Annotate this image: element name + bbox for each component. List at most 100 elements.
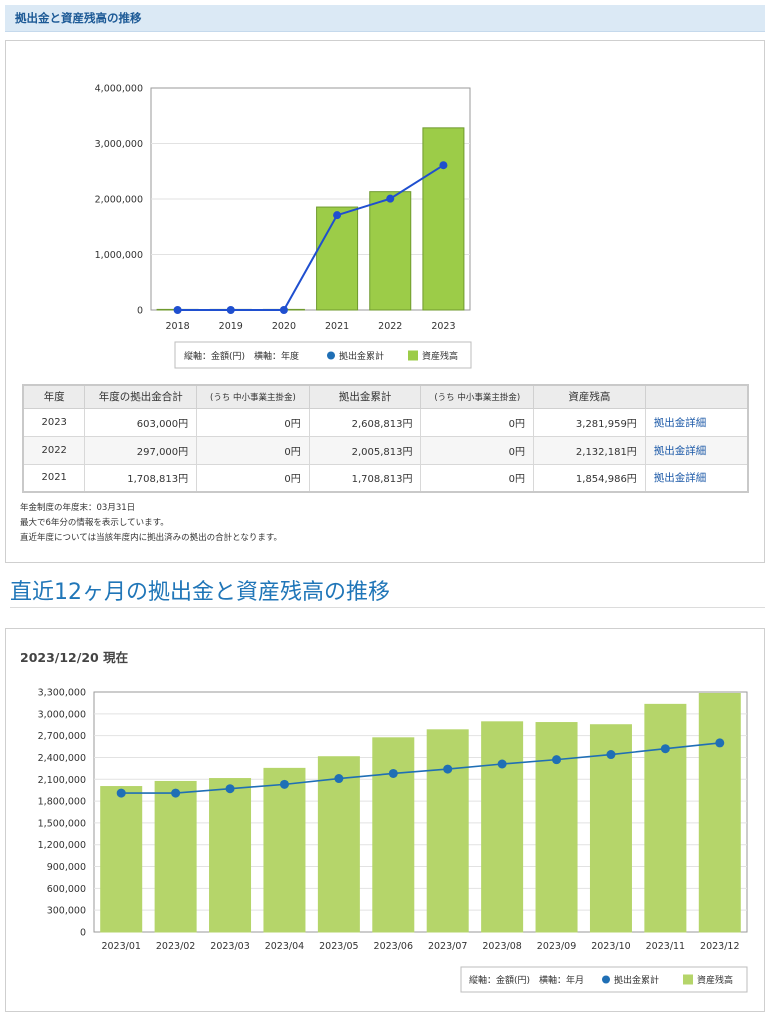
contribution-point [173, 306, 182, 314]
contribution-point [660, 744, 670, 754]
balance-bar [644, 703, 687, 933]
y-tick-label: 2,700,000 [38, 731, 86, 742]
contribution-point [497, 759, 507, 769]
x-tick-label: 2023/06 [374, 941, 413, 952]
balance-bar [426, 729, 469, 933]
x-tick-label: 2020 [272, 321, 296, 332]
y-tick-label: 0 [80, 928, 86, 939]
y-tick-label: 600,000 [47, 884, 86, 895]
cell-cumulative: 2,005,813円 [308, 435, 422, 465]
contribution-point [715, 738, 725, 748]
monthly-legend: 縦軸：金額(円) 横軸：年月 拠出金累計 資産残高 [460, 966, 748, 993]
y-tick-label: 3,300,000 [38, 688, 86, 699]
balance-bar [369, 191, 412, 311]
monthly-chart: 3,300,000 3,000,000 2,700,000 2,400,000 2,10… [38, 688, 748, 993]
balance-bar [698, 692, 741, 933]
contribution-point [116, 788, 126, 798]
cell-employer-annual: 0円 [196, 407, 310, 437]
cell-balance: 3,281,959円 [533, 407, 646, 437]
x-tick-label: 2023/07 [428, 941, 467, 952]
cell-employer-cumulative: 0円 [420, 463, 535, 493]
y-tick-label: 2,100,000 [38, 775, 86, 786]
y-tick-label: 1,200,000 [38, 840, 86, 851]
x-tick-label: 2023/10 [591, 941, 630, 952]
x-tick-label: 2023 [431, 321, 455, 332]
cell-annual: 603,000円 [84, 407, 198, 437]
contribution-detail-link-2021[interactable]: 拠出金詳細 [653, 472, 707, 485]
cell-year: 2022 [22, 435, 86, 465]
legend-line-marker-icon [602, 975, 610, 984]
contribution-point [279, 306, 288, 314]
col-annual: 年度の拠出金合計 [84, 384, 198, 409]
legend-line-label: 拠出金累計 [614, 974, 659, 986]
notes: 年金制度の年度末：03月31日 最大で6年分の情報を表示しています。 直近年度に… [20, 501, 282, 546]
contribution-point [552, 755, 562, 765]
note-current-year: 直近年度については当該年度内に拠出済みの拠出の合計となります。 [20, 533, 282, 543]
x-tick-label: 2023/08 [482, 941, 521, 952]
contribution-detail-link-2023[interactable]: 拠出金詳細 [653, 416, 707, 429]
y-tick-label: 1,800,000 [38, 797, 86, 808]
contribution-line [121, 742, 720, 794]
cell-balance: 2,132,181円 [533, 435, 646, 465]
y-tick-label: 2,400,000 [38, 753, 86, 764]
cell-employer-cumulative: 0円 [420, 435, 535, 465]
balance-bar [209, 778, 252, 933]
table-row: 2022 297,000円 0円 2,005,813円 0円 2,132,181… [22, 435, 749, 465]
monthly-panel: 2023/12/20 現在 3,300,000 3,000,000 2,700,00… [5, 628, 765, 1012]
table-row: 2023 603,000円 0円 2,608,813円 0円 3,281,959… [22, 407, 749, 437]
x-tick-label: 2023/05 [319, 941, 358, 952]
section-title: 拠出金と資産残高の推移 [15, 11, 142, 25]
x-tick-label: 2023/02 [156, 941, 195, 952]
legend-axis-note: 縦軸：金額(円) 横軸：年月 [469, 974, 584, 986]
x-tick-label: 2023/12 [700, 941, 739, 952]
balance-bar [100, 786, 143, 933]
contribution-point [225, 784, 235, 794]
y-tick-label: 2,000,000 [95, 195, 143, 206]
legend-bar-swatch-icon [683, 974, 693, 985]
col-cumulative: 拠出金累計 [308, 384, 422, 409]
legend-line-label: 拠出金累計 [339, 350, 384, 362]
cell-employer-annual: 0円 [196, 463, 310, 493]
balance-bar [589, 724, 632, 933]
legend-bar-label: 資産残高 [422, 350, 458, 362]
legend-bar-label: 資産残高 [697, 974, 733, 986]
plot-area [93, 691, 748, 933]
contribution-point [386, 194, 395, 203]
cell-annual: 1,708,813円 [84, 463, 198, 493]
cell-year: 2023 [22, 407, 86, 437]
monthly-section-title: 直近12ヶ月の拠出金と資産残高の推移 [10, 574, 765, 608]
contribution-point [334, 774, 344, 784]
contribution-point [226, 306, 235, 314]
cell-employer-cumulative: 0円 [420, 407, 535, 437]
x-tick-label: 2023/11 [646, 941, 685, 952]
x-tick-label: 2023/01 [101, 941, 140, 952]
y-tick-label: 3,000,000 [95, 139, 143, 150]
balance-bar [154, 780, 197, 933]
contribution-detail-link-2022[interactable]: 拠出金詳細 [653, 444, 707, 457]
table-row: 2021 1,708,813円 0円 1,708,813円 0円 1,854,9… [22, 463, 749, 493]
contribution-line [177, 164, 444, 311]
balance-bar [316, 206, 359, 311]
x-tick-label: 2021 [325, 321, 349, 332]
x-tick-label: 2023/09 [537, 941, 576, 952]
cell-cumulative: 1,708,813円 [308, 463, 422, 493]
contribution-point [388, 768, 398, 778]
legend-line-marker-icon [327, 351, 335, 360]
col-year: 年度 [22, 384, 86, 409]
col-balance: 資産残高 [533, 384, 646, 409]
y-tick-label: 0 [137, 306, 143, 317]
x-tick-label: 2019 [219, 321, 243, 332]
note-fiscal-year-end: 年金制度の年度末：03月31日 [20, 503, 136, 513]
y-tick-label: 900,000 [47, 862, 86, 873]
balance-bar [422, 127, 465, 311]
balance-bar [535, 722, 578, 933]
cell-balance: 1,854,986円 [533, 463, 646, 493]
y-tick-label: 1,000,000 [95, 250, 143, 261]
contribution-point [443, 764, 453, 774]
balance-bar [263, 767, 306, 933]
col-employer-cumulative: (うち 中小事業主掛金) [420, 384, 535, 409]
yearly-panel: 4,000,000 3,000,000 2,000,000 1,000,000 0 20… [5, 40, 765, 563]
balance-bar [481, 721, 524, 933]
legend-bar-swatch-icon [408, 350, 418, 361]
contribution-point [171, 788, 181, 798]
